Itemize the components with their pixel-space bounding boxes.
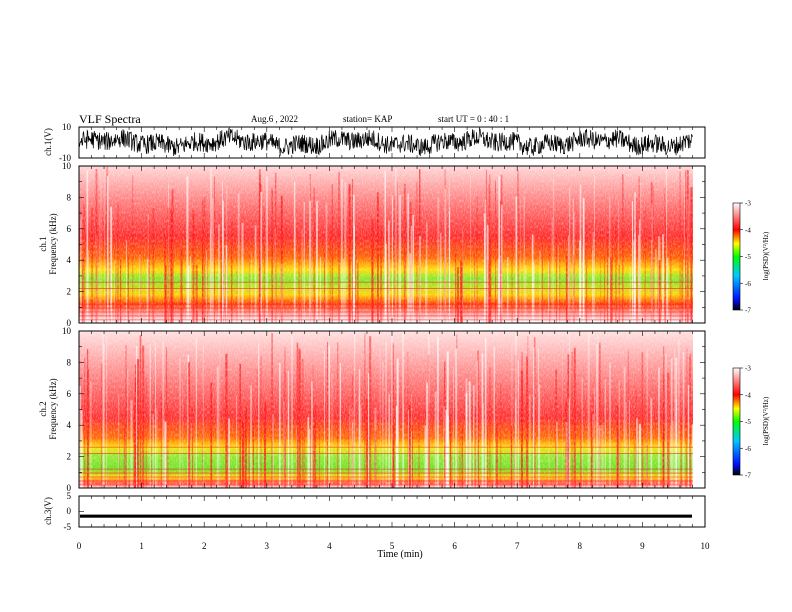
ch1-spectrogram-image [79, 166, 705, 323]
ytick-label: 2 [67, 287, 72, 297]
ch1-ytick-top: 10 [62, 122, 72, 132]
colorbar-tick-label: -3 [745, 365, 751, 373]
xtick-label: 3 [265, 541, 270, 551]
colorbar-tick-label: -6 [745, 445, 751, 453]
xtick-label: 7 [515, 541, 520, 551]
ch1-spectrogram-ylabel: Frequency (kHz) [48, 213, 58, 274]
xtick-label: 1 [139, 541, 144, 551]
ch1-spectrogram-xticks [78, 166, 706, 323]
colorbar-tick-label: -3 [745, 200, 751, 208]
xtick-label: 9 [640, 541, 645, 551]
ytick-label: 6 [67, 389, 72, 399]
ch1-waveform-panel: 10 -10 ch.1(V) [43, 122, 706, 163]
figure-title: VLF Spectra [79, 112, 141, 126]
ch2-spectrogram-yticks: 0 2 4 6 8 10 [62, 326, 705, 493]
ch2-spectrogram-ylabel: Frequency (kHz) [48, 378, 58, 439]
date-label: Aug.6 , 2022 [251, 114, 298, 124]
ytick-label: 0 [67, 318, 72, 328]
ch1-colorbar [732, 202, 741, 311]
ch1-ylabel: ch.1(V) [43, 128, 53, 156]
xtick-label: 10 [701, 541, 711, 551]
ch3-frame [78, 495, 706, 528]
ch1-xticks [78, 127, 706, 158]
time-axis-ticklabels: 0 1 2 3 4 5 6 7 8 9 10 [77, 541, 710, 551]
ch2-colorbar-label: log(PSD)(V²/Hz) [762, 396, 770, 445]
ytick-label: 8 [67, 192, 72, 202]
ytick-label: 4 [67, 420, 72, 430]
xtick-label: 8 [578, 541, 583, 551]
ytick-label: 4 [67, 255, 72, 265]
ch3-xticks [78, 496, 706, 527]
xtick-label: 4 [327, 541, 332, 551]
ch3-ytick-mid: 0 [67, 506, 72, 516]
ytick-label: 10 [62, 161, 72, 171]
ch1-spectrogram-channel-label: ch.1 [38, 236, 48, 251]
ch3-ytick-bottom: -5 [64, 522, 72, 532]
ch1-waveform-line [78, 127, 693, 157]
ytick-label: 8 [67, 357, 72, 367]
spectrogram-speckle [79, 166, 705, 323]
colorbar-tick-label: -7 [745, 307, 751, 315]
colorbar-tick-label: -7 [745, 472, 751, 480]
xtick-label: 5 [390, 541, 395, 551]
colorbar-tick-label: -4 [745, 391, 751, 399]
ch2-colorbar [732, 367, 741, 476]
spectrogram-blank-edge [693, 166, 705, 323]
ch2-spectrogram-channel-label: ch.2 [38, 401, 48, 416]
colorbar-tick-label: -4 [745, 226, 751, 234]
ch3-ytick-top: 5 [67, 491, 72, 501]
ch2-spectrogram-xticks [78, 331, 706, 488]
ytick-label: 0 [67, 483, 72, 493]
ch3-signal-band [80, 514, 692, 518]
colorbar-tick-label: -6 [745, 280, 751, 288]
time-axis-label: Time (min) [377, 549, 422, 560]
ch1-colorbar-ticks: -3 -4 -5 -6 -7 [740, 200, 751, 315]
xtick-label: 2 [202, 541, 207, 551]
start-time-label: start UT = 0 : 40 : 1 [438, 114, 509, 124]
ch1-spectrogram-yticks: 0 2 4 6 8 10 [62, 161, 705, 328]
spectrogram-speckle [79, 331, 705, 488]
ch2-spectrogram-image [79, 331, 705, 488]
ch3-waveform-line [79, 511, 692, 518]
ytick-label: 2 [67, 452, 72, 462]
colorbar-tick-label: -5 [745, 253, 751, 261]
ytick-label: 10 [62, 326, 72, 336]
ch2-colorbar-ticks: -3 -4 -5 -6 -7 [740, 365, 751, 480]
xtick-label: 6 [452, 541, 457, 551]
xtick-label: 0 [77, 541, 82, 551]
ch3-waveform-panel: 5 0 -5 ch.3(V) 0 1 2 3 4 5 6 7 8 9 10 Time (min) [43, 491, 710, 560]
ch1-colorbar-label: log(PSD)(V²/Hz) [762, 231, 770, 280]
ytick-label: 6 [67, 224, 72, 234]
ch3-ylabel: ch.3(V) [43, 497, 53, 525]
ch1-ytick-bottom: -10 [59, 153, 71, 163]
spectrogram-blank-edge [693, 331, 705, 488]
station-label: station= KAP [343, 114, 392, 124]
colorbar-tick-label: -5 [745, 418, 751, 426]
